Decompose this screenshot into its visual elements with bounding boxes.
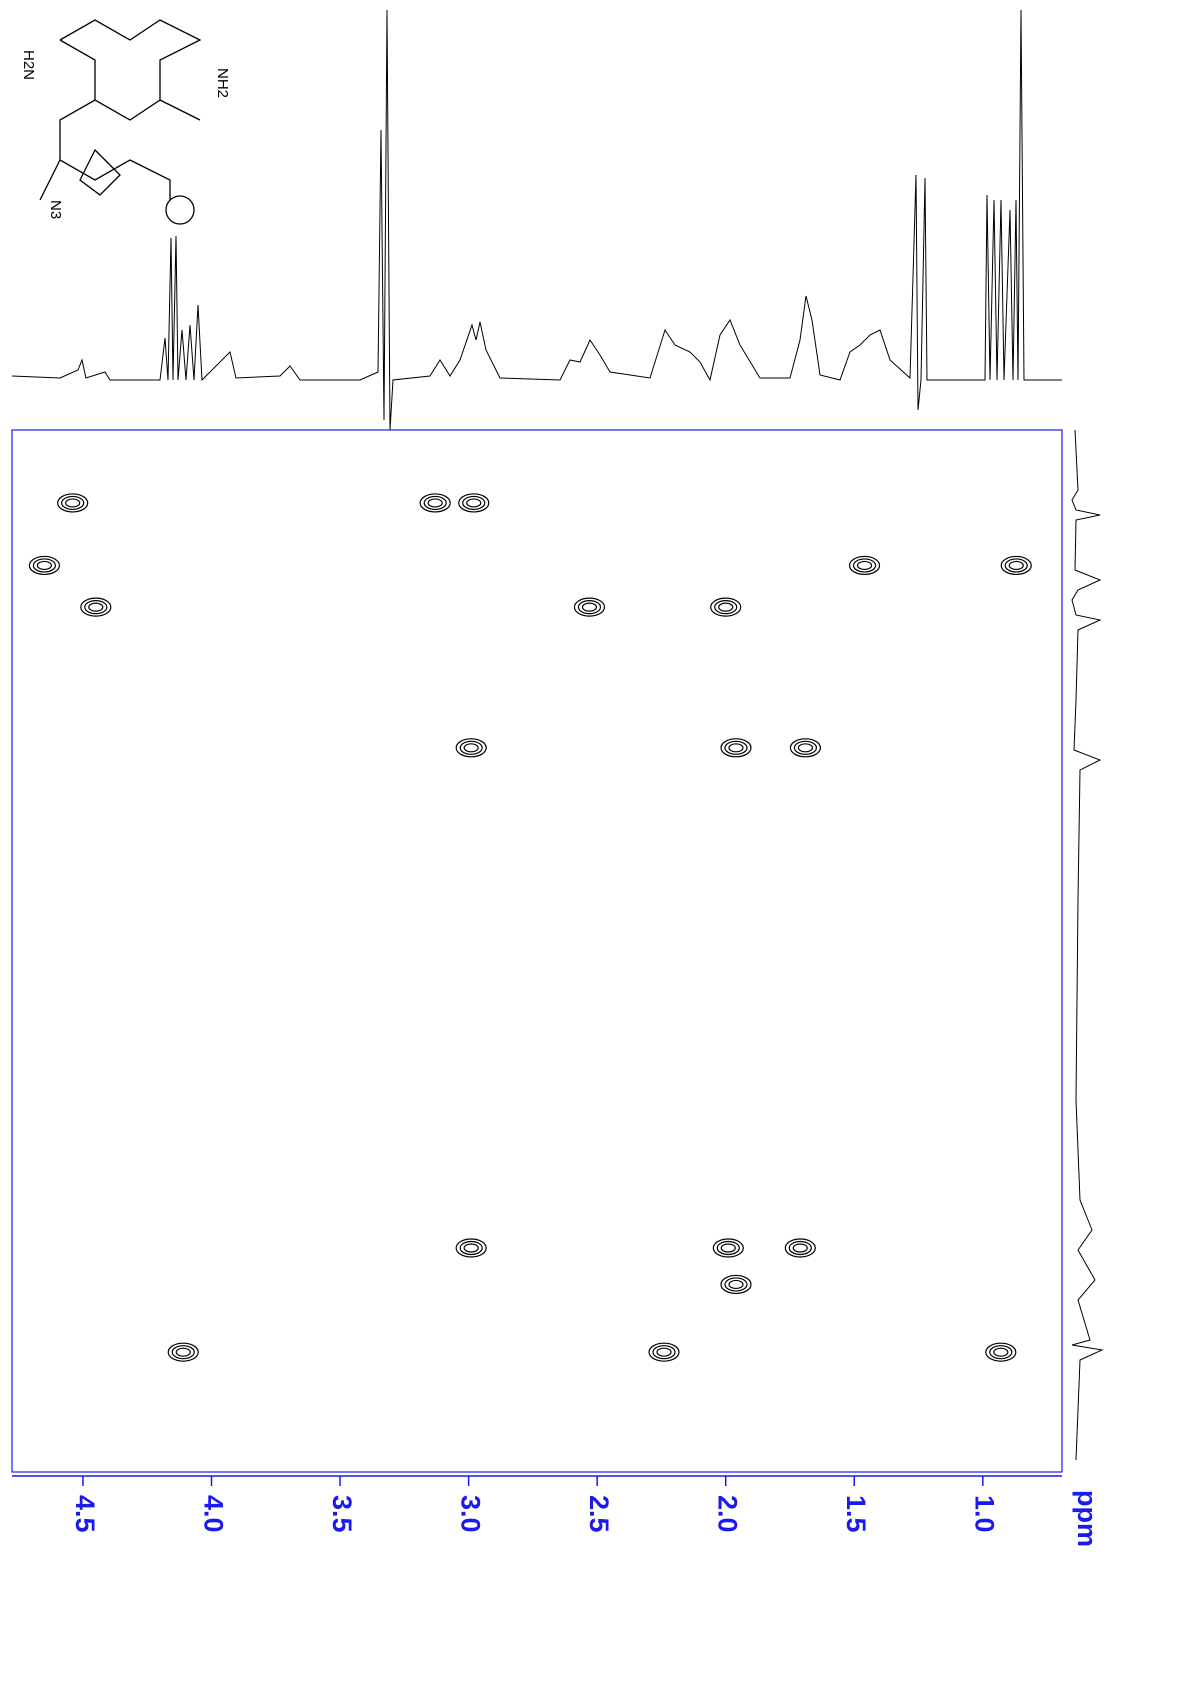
bond [59, 19, 202, 200]
cross-peak [720, 738, 752, 758]
contour [648, 1342, 680, 1362]
contour [455, 1238, 487, 1258]
x-tick-label: 1.0 [970, 1495, 1000, 1533]
structure-label: NH2 [214, 68, 231, 98]
ring [79, 148, 121, 196]
contour [463, 1243, 479, 1253]
cross-peak [458, 493, 490, 513]
contour [419, 493, 451, 513]
x-axis-label: ppm [1072, 1490, 1102, 1547]
contour [466, 498, 482, 508]
cross-peak [712, 1238, 744, 1258]
cross-peak [573, 597, 606, 617]
structure-label: N3 [47, 200, 64, 219]
contour [720, 1274, 752, 1295]
cross-peak [985, 1342, 1017, 1362]
contour [57, 493, 89, 513]
contour [423, 495, 447, 511]
contour [32, 558, 56, 573]
contour [458, 493, 490, 513]
contour [797, 743, 814, 753]
contour [455, 738, 487, 758]
contour [728, 1279, 744, 1290]
cross-peak [419, 493, 451, 513]
contour [714, 600, 738, 615]
contour [36, 560, 52, 571]
cross-peak [455, 738, 487, 758]
contour [720, 738, 752, 758]
cross-peak [848, 555, 881, 576]
bond [39, 39, 201, 201]
cross-peak [710, 597, 742, 617]
cross-peak [789, 738, 822, 758]
contour [793, 740, 818, 755]
cross-peak [1000, 555, 1032, 576]
contour [573, 597, 606, 617]
contour [788, 1240, 812, 1256]
x-tick-label: 4.0 [198, 1495, 228, 1533]
x-tick-label: 3.5 [327, 1495, 357, 1533]
plot-frame [11, 429, 1063, 1473]
contour [88, 602, 104, 612]
contour [789, 738, 822, 758]
contour [175, 1347, 191, 1357]
cross-peak [57, 493, 89, 513]
contour [581, 602, 598, 612]
x-tick-label: 2.0 [713, 1495, 743, 1533]
contour [28, 555, 60, 576]
contour [710, 597, 742, 617]
contour [856, 560, 873, 571]
contour [724, 740, 748, 755]
contour [1004, 558, 1028, 573]
contour [652, 1345, 676, 1360]
contour [792, 1243, 808, 1253]
contour [848, 555, 881, 576]
contour [167, 1342, 199, 1362]
x-tick-label: 1.5 [841, 1495, 871, 1533]
x-tick-label: 2.5 [584, 1495, 614, 1533]
contour [84, 600, 108, 615]
contour [577, 600, 602, 615]
contour [61, 495, 85, 511]
contour [80, 597, 112, 617]
structure-label: H2N [20, 50, 37, 80]
contour [712, 1238, 744, 1258]
cross-peak [720, 1274, 752, 1295]
contour [989, 1345, 1013, 1360]
contour [1008, 560, 1024, 571]
cross-peak [455, 1238, 487, 1258]
contour [1000, 555, 1032, 576]
contour [716, 1240, 740, 1256]
cross-peak [167, 1342, 199, 1362]
contour [718, 602, 734, 612]
projection-1d [11, 9, 1062, 431]
contour [462, 495, 486, 511]
contour [459, 1240, 483, 1256]
cross-peak [784, 1238, 816, 1258]
contour [985, 1342, 1017, 1362]
x-tick-label: 3.0 [455, 1495, 485, 1533]
contour [65, 498, 81, 508]
contour [171, 1345, 195, 1360]
contour [728, 743, 744, 753]
structure [39, 19, 202, 225]
contour [463, 743, 479, 753]
contour [720, 1243, 736, 1253]
x-tick-label: 4.5 [70, 1495, 100, 1533]
contour [784, 1238, 816, 1258]
ring [165, 195, 195, 225]
contour [459, 740, 483, 755]
contour [656, 1347, 672, 1357]
contour [852, 558, 877, 573]
cross-peak [80, 597, 112, 617]
contour [724, 1277, 748, 1292]
contour [993, 1347, 1009, 1357]
cross-peak [28, 555, 60, 576]
contour [427, 498, 443, 508]
cross-peak [648, 1342, 680, 1362]
projection-1d [1071, 429, 1104, 1461]
